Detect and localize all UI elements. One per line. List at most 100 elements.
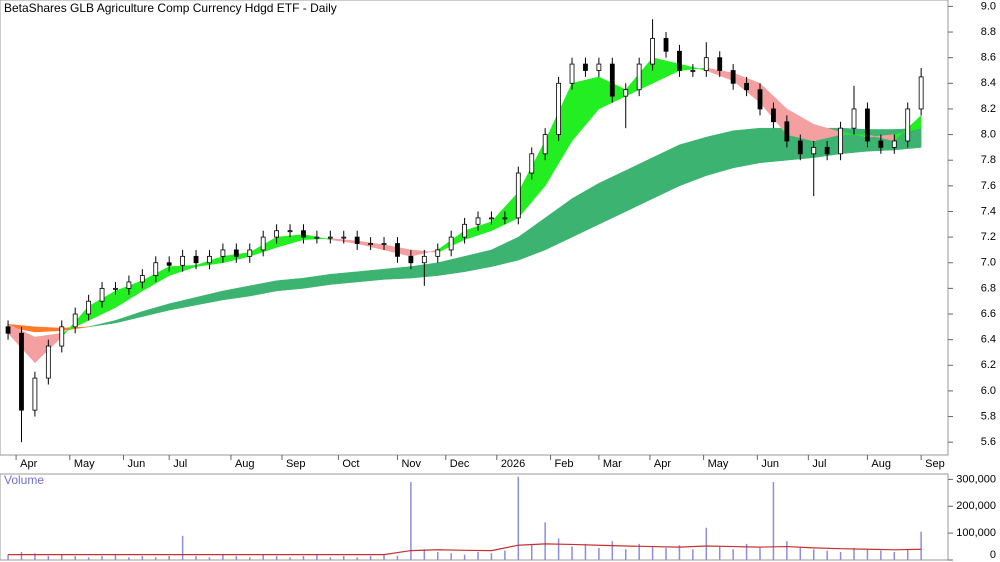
candle-body [207,255,212,264]
candle-body [703,57,709,71]
y-tick-label: 8.0 [981,128,996,140]
candle-body [139,275,145,283]
candle-body [126,281,132,289]
y-tick-label: 8.8 [981,26,996,38]
candle-body [717,57,723,71]
candle-body [623,89,629,97]
y-tick-label: 7.2 [981,231,996,243]
candle-body [730,70,736,84]
x-tick-label: Sep [925,458,945,470]
candle-body [865,108,870,142]
candle-body [515,172,521,219]
candle-body [354,236,360,244]
x-tick-label: Jun [761,458,779,470]
candle-body [180,255,186,266]
ribbon-segment [706,130,734,176]
candle-body [341,236,347,239]
candle-body [327,236,333,239]
x-tick-label: Oct [342,458,359,470]
x-tick-label: Sep [286,458,306,470]
y-tick-label: 0 [990,549,996,561]
y-tick-label: 5.6 [981,436,996,448]
candle-body [609,63,615,97]
candle-body [878,140,884,148]
candle-body [395,243,400,257]
x-tick-label: May [708,458,729,470]
candle-body [797,140,803,155]
candle-body [314,236,320,239]
candle-body [274,230,280,238]
y-tick-label: 7.4 [981,205,996,217]
x-tick-label: Jul [812,458,826,470]
x-tick-label: May [74,458,95,470]
candle-body [287,230,293,233]
candle-body [166,262,172,266]
candle-body [596,63,602,71]
ribbon-segment [759,127,788,164]
candle-body [851,108,857,129]
candle-body [677,50,682,71]
candle-body [771,108,776,123]
y-tick-label: 5.8 [981,410,996,422]
y-tick-label: 7.6 [981,180,996,192]
candle-body [19,332,24,411]
candle-body [462,223,468,238]
candle-body [260,236,266,251]
x-tick-label: Jul [173,458,187,470]
candle-body [891,140,897,148]
candle-body [663,38,669,52]
candle-body [475,217,481,225]
ribbon-segment [732,127,761,169]
y-tick-label: 6.8 [981,282,996,294]
candle-body [757,89,763,110]
volume-average [8,543,922,556]
y-tick-label: 7.8 [981,154,996,166]
candle-body [381,243,387,245]
y-tick-label: 6.0 [981,385,996,397]
candle-body [153,262,159,276]
candle-body [59,326,65,347]
candle-body [918,76,924,110]
x-tick-label: Apr [20,458,37,470]
candle-body [905,108,911,142]
y-tick-label: 100,000 [956,527,996,539]
candle-body [811,146,817,155]
candle-body [193,255,199,264]
y-tick-label: 7.0 [981,257,996,269]
candle-body [784,121,790,142]
y-tick-label: 6.4 [981,334,996,346]
candle-body [45,345,51,379]
candle-body [72,313,78,328]
candle-body [650,38,655,65]
y-tick-label: 9.0 [981,0,996,12]
candle-body [32,377,38,411]
x-tick-label: Nov [401,458,421,470]
candle-body [233,249,239,257]
candle-body [220,249,226,257]
candle-body [569,63,575,84]
y-tick-label: 6.2 [981,359,996,371]
volume-title: Volume [4,473,44,487]
candle-body [824,146,830,155]
x-tick-label: Apr [654,458,671,470]
x-tick-label: Aug [235,458,255,470]
x-tick-label: Dec [450,458,470,470]
volume-frame [0,473,949,561]
candle-body [744,82,749,91]
candle-body [448,236,454,251]
candle-body [301,230,306,238]
x-tick-label: Feb [555,458,574,470]
chart-title: BetaShares GLB Agriculture Comp Currency… [4,1,337,15]
candle-body [838,127,843,155]
y-tick-label: 8.6 [981,52,996,64]
candle-body [113,287,118,290]
y-tick-label: 6.6 [981,308,996,320]
y-tick-label: 8.4 [981,77,996,89]
candle-body [690,70,696,72]
x-tick-label: Aug [871,458,891,470]
y-tick-label: 8.2 [981,103,996,115]
candle-body [247,249,253,257]
candle-body [489,217,494,220]
